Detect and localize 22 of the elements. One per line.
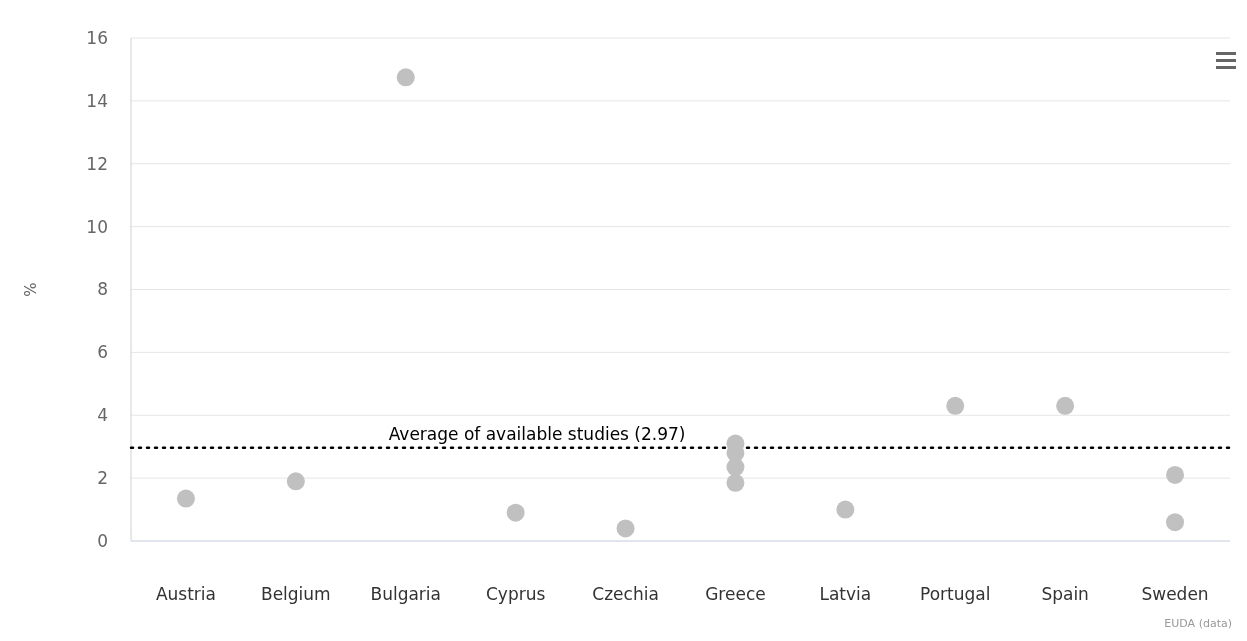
x-tick-label: Greece <box>705 584 766 604</box>
y-tick-label: 0 <box>97 530 108 551</box>
y-tick-label: 6 <box>97 342 108 363</box>
y-tick-label: 16 <box>86 27 108 48</box>
y-tick-label: 12 <box>86 153 108 174</box>
y-tick-label: 2 <box>97 468 108 489</box>
x-tick-label: Spain <box>1041 584 1089 604</box>
text: EUDA (data) <box>1164 617 1232 630</box>
y-axis-title: % <box>22 282 40 297</box>
x-tick-label: Cyprus <box>485 584 546 604</box>
x-tick-label: Portugal <box>920 584 991 604</box>
x-tick-label: Bulgaria <box>370 584 441 604</box>
y-tick-label: 14 <box>86 90 108 111</box>
x-tick-label: Latvia <box>819 584 872 604</box>
x-tick-label: Belgium <box>261 584 331 604</box>
y-tick-label: 4 <box>97 405 108 426</box>
x-tick-label: Austria <box>155 584 216 604</box>
y-tick-label: 8 <box>97 279 108 300</box>
x-tick-label: Czechia <box>592 584 659 604</box>
y-tick-label: 10 <box>86 216 108 237</box>
ref-line-label: Average of available studies (2.97) <box>388 423 686 444</box>
x-tick-label: Sweden <box>1141 584 1209 604</box>
